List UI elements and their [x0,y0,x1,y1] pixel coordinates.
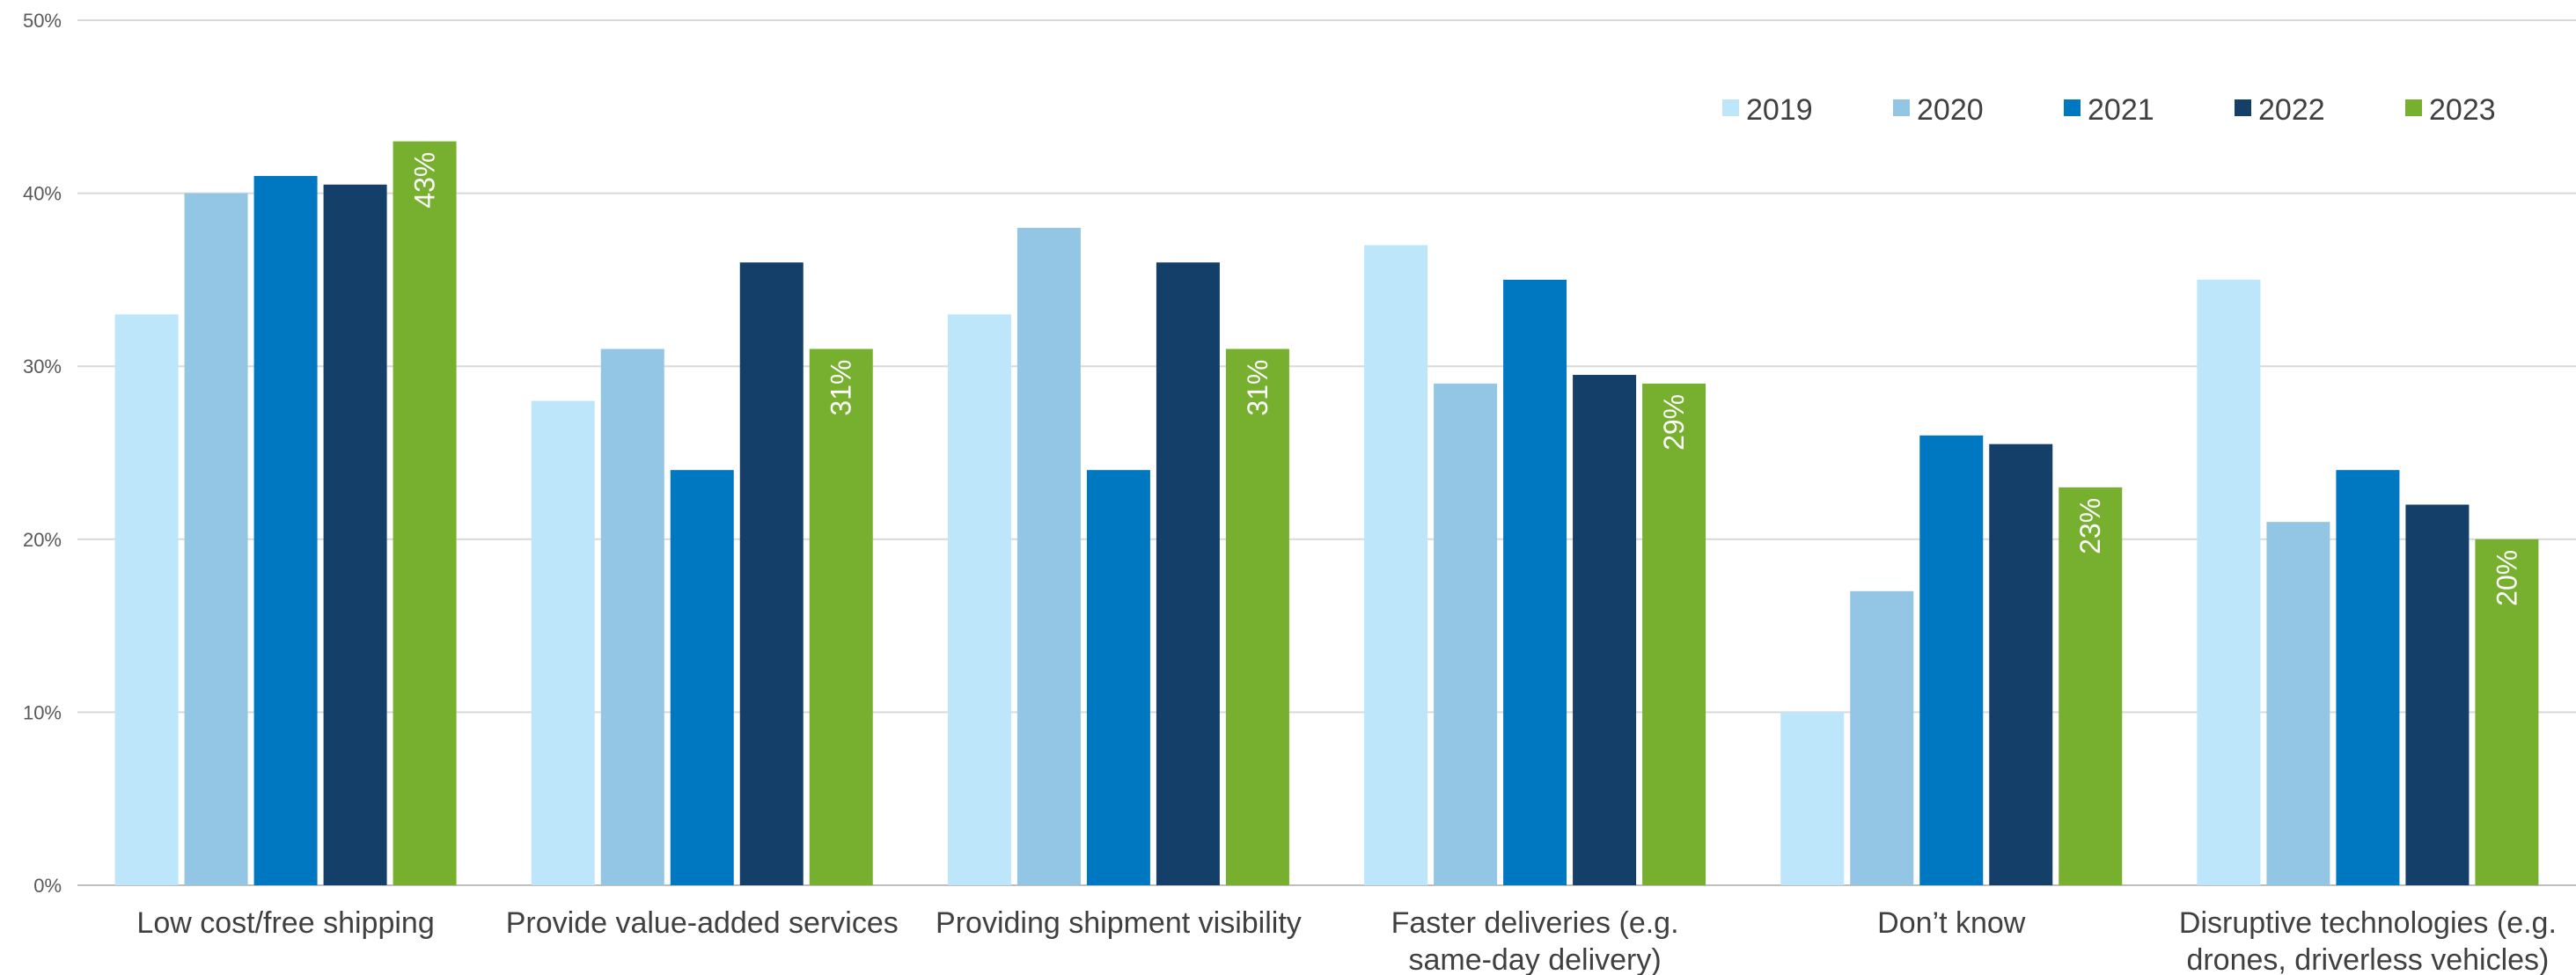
data-label: 31% [1242,360,1273,416]
legend-swatch [2235,99,2251,116]
bar-2023 [809,348,873,885]
bar-2021 [1503,279,1567,885]
bar-2020 [1016,227,1081,885]
y-tick-label: 20% [23,529,62,551]
category-label: Low cost/free shipping [136,906,434,940]
category-label: Providing shipment visibility [936,906,1302,940]
legend-label: 2019 [1746,93,1813,127]
bar-2022 [1989,444,2053,885]
category-label: Don’t know [1877,906,2026,940]
bars [114,141,2539,886]
y-tick-label: 40% [23,183,62,205]
bar-2023 [1225,348,1289,885]
category-label: Provide value-added services [506,906,899,940]
y-axis: 0% 10% 20% 30% 40% 50% [23,10,62,897]
bar-2023 [1642,383,1706,885]
legend-label: 2021 [2088,93,2154,127]
legend-label: 2020 [1917,93,1984,127]
data-label: 29% [1658,394,1690,451]
legend-swatch [1722,99,1739,116]
bar-2022 [1156,262,1220,885]
x-axis: Low cost/free shipping Provide value-adde… [136,906,2556,975]
bar-2022 [2405,504,2470,885]
data-labels: 43% 31% 31% 29% 23% 20% [409,152,2523,606]
category-label: Faster deliveries (e.g. [1391,906,1679,940]
category-label: same-day delivery) [1408,943,1661,975]
bar-2023 [2059,487,2123,885]
legend-label: 2022 [2258,93,2325,127]
bar-2021 [1919,435,1984,885]
category-label: Disruptive technologies (e.g. [2179,906,2557,940]
grid-lines [77,19,2576,886]
bar-2019 [1364,245,1428,886]
legend-swatch [2064,99,2081,116]
legend-label: 2023 [2429,93,2496,127]
bar-2023 [393,141,457,885]
y-tick-label: 0% [33,875,62,897]
bar-2021 [2336,470,2400,885]
bar-2019 [2197,279,2261,885]
data-label: 20% [2491,550,2522,606]
bar-2019 [1780,712,1845,885]
bar-2021 [670,470,734,885]
bar-2019 [947,314,1011,886]
bar-2019 [531,400,595,885]
bar-2020 [1434,383,1498,885]
bar-2020 [600,348,664,885]
bar-2021 [253,175,318,885]
y-tick-label: 50% [23,10,62,32]
category-label: drones, driverless vehicles) [2186,943,2549,975]
bar-2020 [1850,590,1914,885]
bar-2020 [184,193,248,886]
data-label: 31% [826,360,857,416]
y-tick-label: 30% [23,356,62,378]
legend: 2019 2020 2021 2022 2023 [1722,93,2496,127]
data-label: 43% [409,152,441,209]
bar-2022 [1573,375,1637,885]
bar-2019 [114,314,179,886]
bar-2020 [2266,522,2330,885]
legend-swatch [1893,99,1910,116]
bar-2021 [1086,470,1150,885]
bar-2022 [739,262,804,885]
bar-2023 [2475,539,2539,885]
data-label: 23% [2074,498,2106,554]
bar-2022 [323,184,387,885]
y-tick-label: 10% [23,701,62,723]
legend-swatch [2405,99,2422,116]
